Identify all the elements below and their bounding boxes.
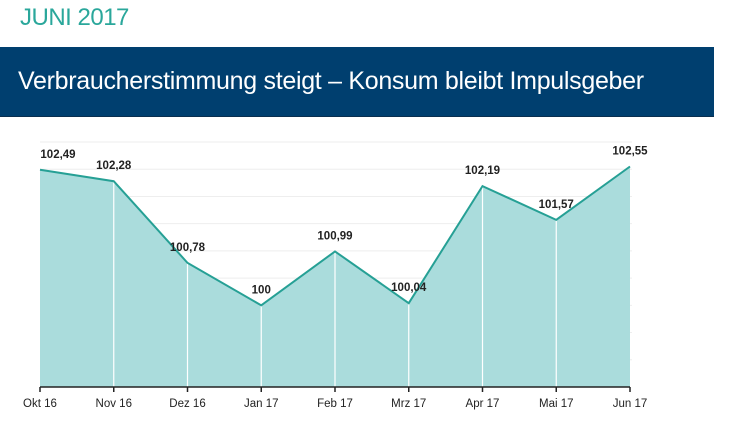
x-tick-label: Mrz 17 — [391, 398, 426, 410]
data-label: 101,57 — [539, 199, 574, 211]
data-label: 100,78 — [170, 242, 206, 254]
data-label: 102,55 — [612, 146, 648, 158]
chart-title: Verbraucherstimmung steigt – Konsum blei… — [18, 67, 644, 95]
x-tick-label: Dez 16 — [169, 398, 205, 410]
data-label: 102,49 — [40, 149, 75, 161]
x-tick-label: Nov 16 — [96, 398, 132, 410]
x-tick-label: Jan 17 — [244, 398, 279, 410]
data-label: 100,99 — [317, 230, 352, 242]
series-line — [39, 165, 631, 307]
report-month: JUNI 2017 — [20, 4, 129, 31]
data-label: 100 — [252, 284, 271, 296]
x-tick-label: Mai 17 — [539, 398, 574, 410]
x-tick-label: Apr 17 — [466, 398, 500, 410]
data-label: 102,19 — [465, 165, 500, 177]
x-ticks: Okt 16 Nov 16 Dez 16 Jan 17 Feb 17 Mrz 17 Apr … — [23, 387, 647, 410]
x-tick-label: Feb 17 — [317, 398, 353, 410]
data-label: 102,28 — [96, 160, 132, 172]
x-tick-label: Jun 17 — [613, 398, 648, 410]
title-banner: Verbraucherstimmung steigt – Konsum blei… — [0, 47, 714, 117]
data-label: 100,04 — [391, 282, 427, 294]
x-tick-label: Okt 16 — [23, 398, 57, 410]
data-labels: 102,49 102,28 100,78 100 100,99 100,04 102,19 1… — [40, 146, 648, 297]
vertical-lines — [113, 181, 557, 387]
